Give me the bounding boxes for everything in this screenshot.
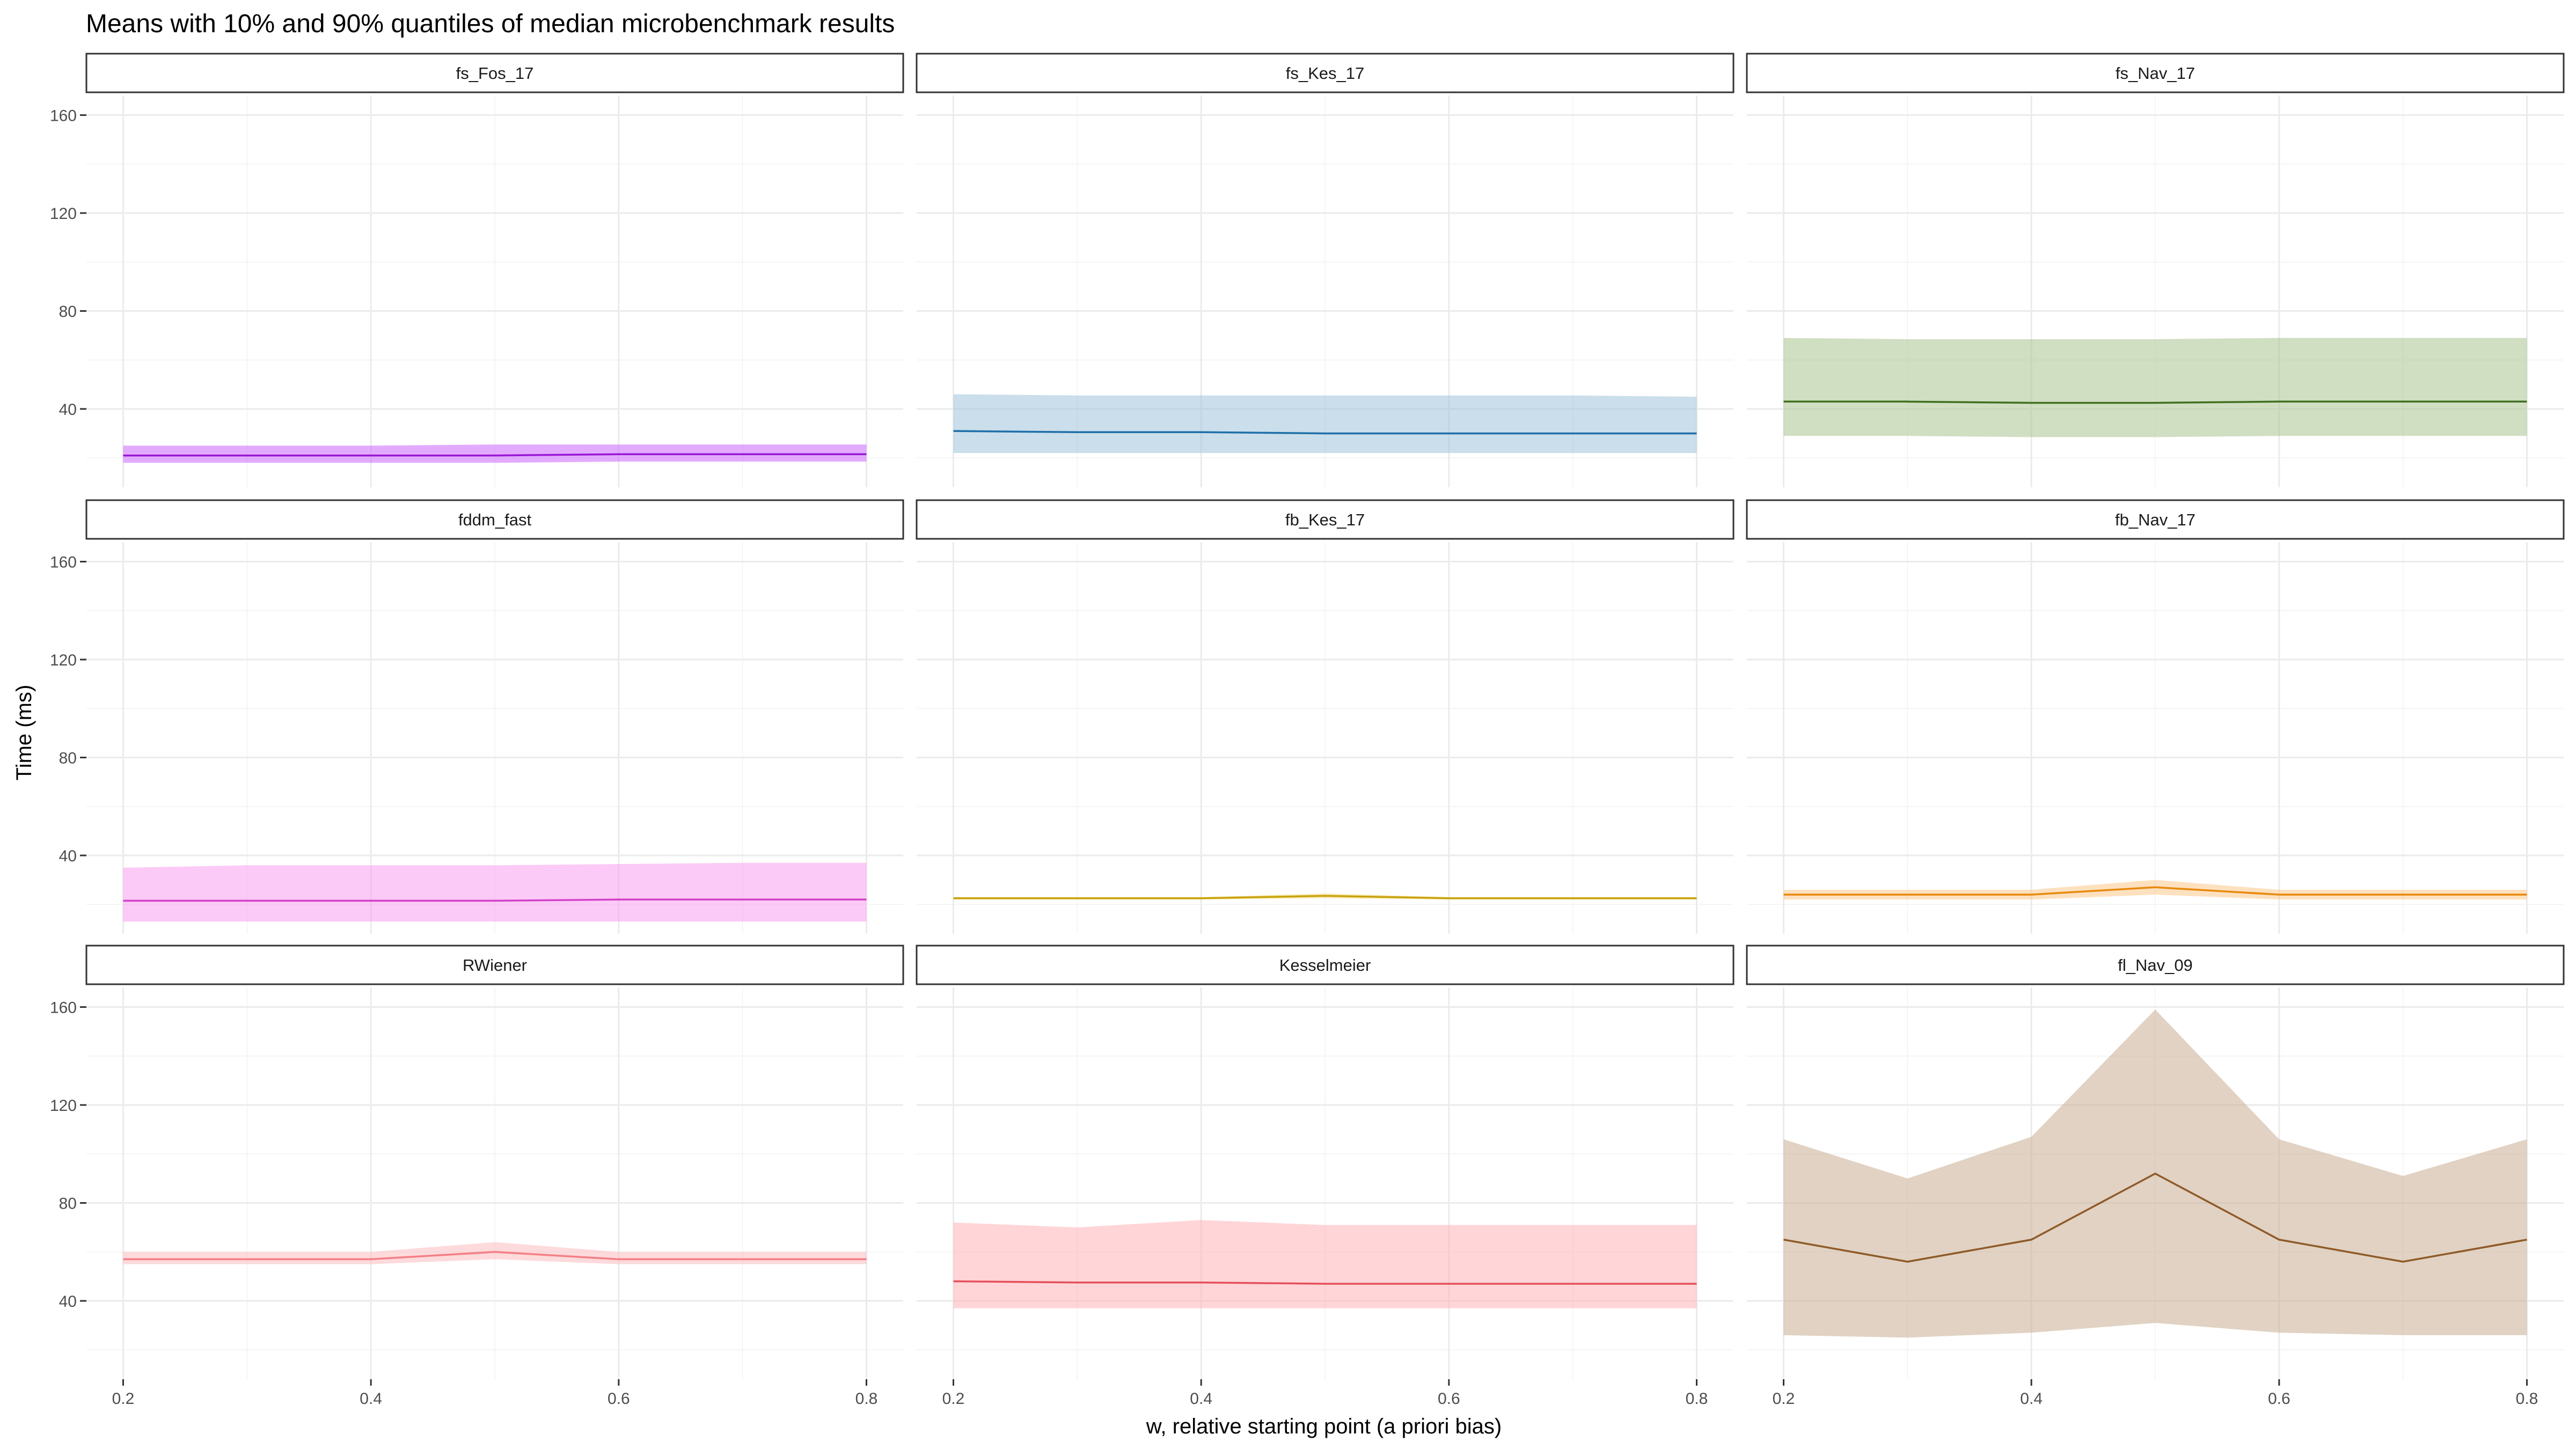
facet-strip bbox=[85, 945, 904, 985]
facet-strip-label: fl_Nav_09 bbox=[2118, 956, 2193, 975]
mean-line bbox=[123, 1251, 867, 1261]
x-tick-label: 0.4 bbox=[360, 1390, 382, 1408]
mean-line bbox=[953, 895, 1697, 899]
facet-strip-label: fs_Nav_17 bbox=[2116, 64, 2195, 83]
facet-strip-label: fb_Kes_17 bbox=[1285, 510, 1365, 529]
y-tick-label: 160 bbox=[50, 554, 77, 572]
y-axis-title: Time (ms) bbox=[12, 685, 36, 780]
y-tick-label: 40 bbox=[59, 401, 77, 419]
facet-strip bbox=[85, 53, 904, 93]
mean-line bbox=[123, 898, 867, 902]
x-tick-label: 0.2 bbox=[1773, 1390, 1795, 1408]
x-tick-label: 0.6 bbox=[1438, 1390, 1460, 1408]
x-tick-label: 0.6 bbox=[2268, 1390, 2290, 1408]
x-tick-label: 0.2 bbox=[942, 1390, 965, 1408]
x-tick-label: 0.8 bbox=[2516, 1390, 2538, 1408]
facet-panel: Kesselmeier 0.2 0.4 0.6 0.8 bbox=[916, 945, 1735, 1408]
facet-panel: fb_Kes_17 bbox=[916, 499, 1735, 934]
y-tick-label: 40 bbox=[59, 847, 77, 865]
x-tick-label: 0.6 bbox=[608, 1390, 630, 1408]
facet-panel: fl_Nav_09 0.2 0.4 0.6 0.8 bbox=[1746, 945, 2565, 1408]
quantile-band bbox=[953, 1220, 1697, 1308]
y-tick-label: 120 bbox=[50, 205, 77, 223]
y-tick-label: 160 bbox=[50, 107, 77, 125]
y-tick-label: 80 bbox=[59, 750, 77, 767]
x-tick-label: 0.4 bbox=[2020, 1390, 2043, 1408]
facet-panel: RWiener 40 80 120 160 0.2 0.4 0.6 0.8 bbox=[50, 945, 904, 1408]
x-axis-title: w, relative starting point (a priori bia… bbox=[1146, 1415, 1502, 1438]
mean-line bbox=[1783, 1172, 2527, 1263]
facet-strip bbox=[916, 945, 1735, 985]
mean-line bbox=[1783, 886, 2527, 896]
quantile-band bbox=[1783, 338, 2527, 437]
facet-strip bbox=[916, 53, 1735, 93]
facet-strip bbox=[85, 499, 904, 540]
y-tick-label: 120 bbox=[50, 652, 77, 669]
facet-strip-label: fb_Nav_17 bbox=[2115, 510, 2196, 529]
facet-strip bbox=[916, 499, 1735, 540]
facet-panel: fs_Nav_17 bbox=[1746, 53, 2565, 487]
x-tick-label: 0.8 bbox=[855, 1390, 878, 1408]
facet-panel: fs_Kes_17 bbox=[916, 53, 1735, 487]
facet-strip bbox=[1746, 499, 2565, 540]
facet-panel: fs_Fos_17 40 80 120 160 bbox=[50, 53, 904, 487]
mean-line bbox=[123, 453, 867, 457]
facet-panel: fb_Nav_17 bbox=[1746, 499, 2565, 934]
quantile-band bbox=[123, 862, 867, 922]
x-tick-label: 0.2 bbox=[112, 1390, 135, 1408]
quantile-band bbox=[123, 444, 867, 463]
x-tick-label: 0.4 bbox=[1190, 1390, 1212, 1408]
quantile-band bbox=[953, 394, 1697, 453]
mean-line bbox=[953, 430, 1697, 435]
facet-strip-label: RWiener bbox=[463, 956, 527, 975]
y-tick-label: 80 bbox=[59, 1195, 77, 1213]
facet-panels: fs_Fos_17 40 80 120 160 fs_Kes_17 fs_Nav_17fdd… bbox=[50, 53, 2565, 1408]
mean-line bbox=[1783, 400, 2527, 404]
x-tick-label: 0.8 bbox=[1686, 1390, 1708, 1408]
facet-strip-label: fs_Kes_17 bbox=[1286, 64, 1365, 83]
mean-line bbox=[953, 1280, 1697, 1285]
y-tick-label: 160 bbox=[50, 999, 77, 1017]
y-tick-label: 120 bbox=[50, 1097, 77, 1115]
facet-panel: fddm_fast 40 80 120 160 bbox=[50, 499, 904, 934]
facet-strip-label: fddm_fast bbox=[458, 510, 532, 529]
facet-strip bbox=[1746, 53, 2565, 93]
y-tick-label: 80 bbox=[59, 303, 77, 321]
y-tick-label: 40 bbox=[59, 1293, 77, 1311]
facet-strip bbox=[1746, 945, 2565, 985]
facet-strip-label: fs_Fos_17 bbox=[456, 64, 534, 83]
facet-strip-label: Kesselmeier bbox=[1279, 956, 1371, 975]
chart-title: Means with 10% and 90% quantiles of medi… bbox=[86, 10, 895, 38]
